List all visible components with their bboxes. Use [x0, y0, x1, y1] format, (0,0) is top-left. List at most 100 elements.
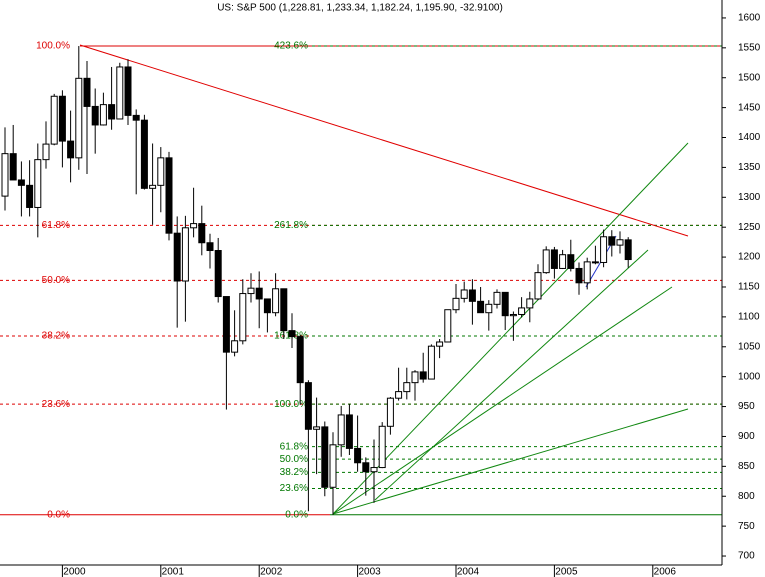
- trendline: [332, 286, 673, 515]
- candle-body: [296, 336, 304, 384]
- retracement-label: 0.0%: [47, 509, 70, 520]
- extension-label: 423.6%: [274, 41, 308, 52]
- candle-body: [34, 159, 42, 208]
- candle-body: [157, 157, 165, 186]
- x-tick-label: 2005: [555, 567, 578, 577]
- candle-body: [583, 261, 591, 284]
- candle-body: [477, 300, 485, 314]
- candle-body: [280, 288, 288, 332]
- candle-body: [362, 462, 370, 473]
- candle-body: [559, 254, 567, 269]
- candle-body: [181, 227, 189, 282]
- candle-body: [509, 313, 517, 317]
- x-tick-label: 2002: [260, 567, 283, 577]
- y-tick-label: 850: [738, 461, 755, 472]
- y-tick-label: 1200: [738, 252, 761, 263]
- candle-body: [526, 298, 534, 309]
- extension-label: 38.2%: [280, 467, 308, 478]
- candle-body: [600, 236, 608, 263]
- y-tick-label: 1000: [738, 371, 761, 382]
- y-tick-label: 1050: [738, 341, 761, 352]
- retracement-label: 23.6%: [42, 399, 70, 410]
- candle-body: [42, 143, 50, 161]
- candle-body: [1, 153, 9, 197]
- y-tick-label: 900: [738, 431, 755, 442]
- candle-body: [329, 444, 337, 488]
- candle-body: [149, 184, 157, 189]
- candle-body: [591, 261, 599, 264]
- candle-body: [313, 426, 321, 430]
- x-tick-label: 2001: [162, 567, 185, 577]
- y-tick-label: 1250: [738, 222, 761, 233]
- y-tick-label: 1600: [738, 13, 761, 24]
- candle-body: [255, 287, 263, 300]
- x-tick-label: 2006: [654, 567, 677, 577]
- candle-body: [575, 267, 583, 284]
- y-tick-label: 700: [738, 551, 755, 562]
- candle-body: [395, 391, 403, 399]
- trendline: [374, 249, 649, 501]
- candle-body: [263, 298, 271, 314]
- candle-body: [108, 104, 116, 120]
- y-tick-label: 1500: [738, 72, 761, 83]
- candle-body: [518, 307, 526, 315]
- candle-body: [411, 371, 419, 384]
- candle-body: [173, 232, 181, 282]
- chart-title: US: S&P 500 (1,228.81, 1,233.34, 1,182.2…: [217, 3, 503, 14]
- extension-label: 0.0%: [285, 509, 308, 520]
- candle-body: [231, 340, 239, 353]
- candle-body: [485, 303, 493, 314]
- candle-body: [321, 426, 329, 488]
- candle-body: [550, 249, 558, 269]
- y-tick-label: 1400: [738, 132, 761, 143]
- candle-body: [99, 104, 107, 126]
- retracement-label: 38.2%: [42, 331, 70, 342]
- y-tick-label: 1550: [738, 42, 761, 53]
- candle-body: [403, 382, 411, 393]
- candle-body: [386, 397, 394, 427]
- candle-body: [140, 119, 148, 189]
- y-tick-label: 800: [738, 491, 755, 502]
- candle-body: [75, 77, 83, 159]
- candle-body: [567, 254, 575, 269]
- extension-label: 261.8%: [274, 220, 308, 231]
- candle-body: [26, 184, 34, 208]
- x-tick-label: 2004: [457, 567, 480, 577]
- candle-body: [116, 66, 124, 120]
- candle-body: [616, 239, 624, 246]
- candle-body: [206, 242, 214, 252]
- candle-body: [91, 105, 99, 126]
- candle-body: [337, 414, 345, 446]
- y-tick-label: 1450: [738, 102, 761, 113]
- candle-body: [124, 66, 132, 116]
- candle-body: [354, 447, 362, 464]
- candle-body: [165, 157, 173, 234]
- y-tick-label: 1300: [738, 192, 761, 203]
- candle-body: [304, 382, 312, 430]
- candle-body: [9, 153, 17, 181]
- candle-body: [493, 291, 501, 305]
- candle-body: [542, 249, 550, 274]
- candle-body: [50, 95, 58, 145]
- candle-body: [608, 236, 616, 246]
- candle-body: [214, 250, 222, 298]
- candle-body: [58, 95, 66, 142]
- candle-body: [624, 239, 632, 261]
- extension-label: 23.6%: [280, 483, 308, 494]
- candle-body: [272, 288, 280, 314]
- trendline: [332, 408, 689, 515]
- retracement-label: 50.0%: [42, 275, 70, 286]
- candle-body: [436, 341, 444, 347]
- candle-body: [83, 77, 91, 107]
- candle-body: [427, 345, 435, 380]
- candle-body: [444, 309, 452, 343]
- retracement-label: 100.0%: [36, 41, 70, 52]
- candle-body: [239, 293, 247, 342]
- candle-body: [132, 114, 140, 121]
- candle-body: [534, 272, 542, 300]
- candle-body: [452, 297, 460, 311]
- candle-body: [370, 467, 378, 473]
